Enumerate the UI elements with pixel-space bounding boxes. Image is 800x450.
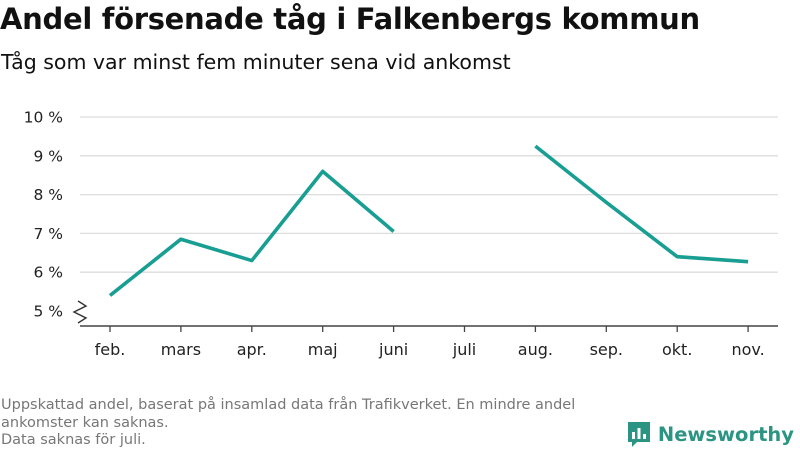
x-tick-label: sep. xyxy=(590,340,623,359)
x-tick-label: mars xyxy=(161,340,201,359)
gridlines xyxy=(80,116,778,273)
line-chart: 5 % 6 % 7 % 8 % 9 % 10 % feb. mars apr. maj juni j… xyxy=(24,109,778,359)
x-tick-label: feb. xyxy=(95,340,126,359)
x-axis-ticks: feb. mars apr. maj juni juli aug. sep. okt. nov. xyxy=(95,326,765,359)
brand-name: Newsworthy xyxy=(657,422,794,446)
y-tick-label: 7 % xyxy=(33,225,63,243)
series-line-segment xyxy=(534,144,749,264)
y-tick-label: 9 % xyxy=(33,147,63,165)
chart-subtitle: Tåg som var minst fem minuter sena vid a… xyxy=(1,50,511,74)
x-tick-label: nov. xyxy=(731,340,764,359)
x-tick-label: okt. xyxy=(662,340,692,359)
footnote-line-1: Uppskattad andel, baserat på insamlad da… xyxy=(1,397,576,431)
x-tick-label: aug. xyxy=(518,340,553,359)
chart-title: Andel försenade tåg i Falkenbergs kommun xyxy=(0,2,700,36)
x-tick-label: apr. xyxy=(237,340,267,359)
axis-break-zigzag xyxy=(72,300,88,324)
footnote: Uppskattad andel, baserat på insamlad da… xyxy=(1,397,641,450)
axis-break-symbol xyxy=(72,300,88,324)
y-tick-label: 6 % xyxy=(33,264,63,282)
footnote-line-2: Data saknas för juli. xyxy=(1,432,146,448)
x-tick-label: juni xyxy=(378,340,408,359)
newsworthy-logo-icon xyxy=(627,422,650,447)
series-lines xyxy=(108,144,749,297)
y-axis-ticks: 5 % 6 % 7 % 8 % 9 % 10 % xyxy=(24,109,63,321)
x-tick-label: juli xyxy=(452,340,476,359)
y-tick-label: 10 % xyxy=(24,109,63,127)
y-tick-label: 5 % xyxy=(33,303,63,321)
brand-logo: Newsworthy xyxy=(626,420,794,448)
y-tick-label: 8 % xyxy=(33,186,63,204)
x-tick-label: maj xyxy=(308,340,338,359)
series-line-segment xyxy=(108,169,395,297)
